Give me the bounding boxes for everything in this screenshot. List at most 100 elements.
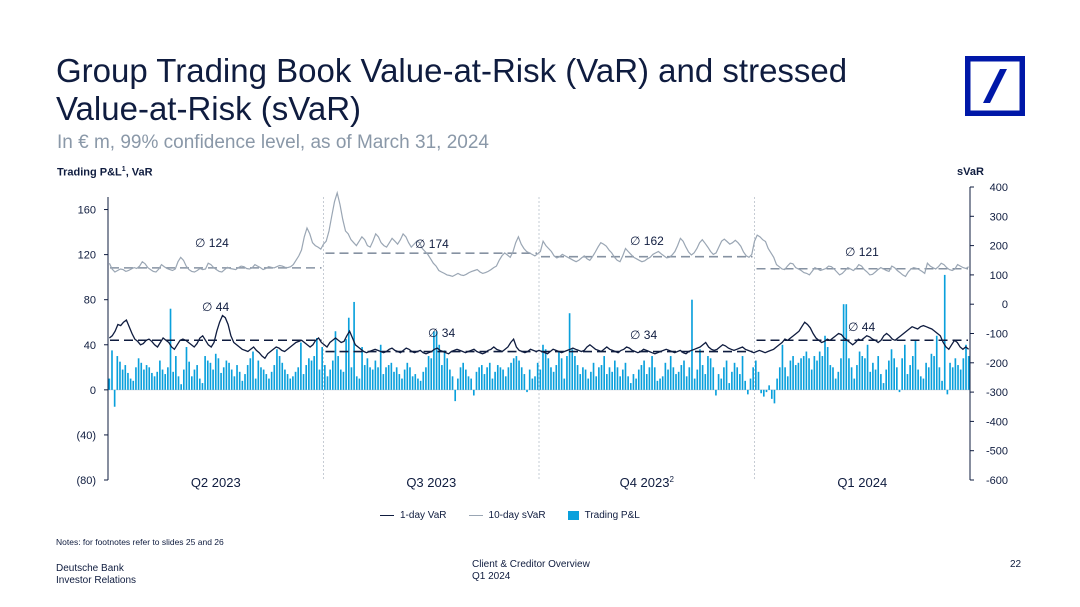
pnl-bar xyxy=(946,389,949,395)
pnl-bar xyxy=(262,369,265,390)
pnl-bar xyxy=(153,376,156,390)
pnl-bar xyxy=(451,376,454,390)
pnl-bar xyxy=(387,365,390,390)
pnl-bar xyxy=(140,362,143,390)
pnl-bar xyxy=(898,389,901,393)
pnl-bar xyxy=(810,369,813,390)
pnl-bar xyxy=(590,371,592,390)
svar-average-label: ∅ 124 xyxy=(195,236,229,250)
pnl-bar xyxy=(270,371,273,390)
pnl-bar xyxy=(350,367,353,390)
pnl-bar xyxy=(462,362,465,390)
var-line xyxy=(108,314,970,360)
pnl-bar xyxy=(909,365,911,390)
pnl-bar xyxy=(805,351,808,390)
svar-line xyxy=(108,190,969,278)
pnl-bar xyxy=(467,376,470,390)
pnl-bar xyxy=(257,360,260,390)
pnl-bar xyxy=(619,376,621,390)
pnl-bar xyxy=(595,376,598,390)
footer-doc-period: Q1 2024 xyxy=(472,571,511,582)
pnl-bar xyxy=(853,378,856,390)
pnl-bar xyxy=(499,367,502,390)
pnl-bar xyxy=(148,367,151,390)
pnl-bar xyxy=(840,358,842,390)
legend-swatch-var xyxy=(380,515,394,516)
pnl-bar xyxy=(329,369,331,390)
pnl-bar xyxy=(903,344,906,390)
pnl-bar xyxy=(598,367,600,390)
quarter-label: Q1 2024 xyxy=(837,475,887,490)
pnl-bar xyxy=(621,369,624,390)
svar-average-label: ∅ 162 xyxy=(630,234,664,248)
pnl-bar xyxy=(265,374,268,390)
svar-average-label: ∅ 121 xyxy=(845,245,879,259)
pnl-bar xyxy=(116,356,119,390)
pnl-bar xyxy=(693,378,696,390)
page-subtitle: In € m, 99% confidence level, as of Marc… xyxy=(57,132,489,153)
pnl-bar xyxy=(334,331,337,390)
pnl-bar xyxy=(411,376,414,390)
pnl-bar xyxy=(119,361,121,390)
footer-doc-title: Client & Creditor Overview xyxy=(472,559,590,570)
pnl-bar xyxy=(757,371,760,390)
pnl-bar xyxy=(539,369,542,390)
pnl-bar xyxy=(212,369,214,390)
pnl-bar xyxy=(422,371,425,390)
pnl-bar xyxy=(959,369,962,390)
footer-document: Client & Creditor Overview Q1 2024 xyxy=(472,559,590,583)
pnl-bar xyxy=(683,360,685,390)
pnl-bar xyxy=(401,378,403,390)
pnl-bar xyxy=(145,365,148,390)
deutsche-bank-logo xyxy=(965,56,1025,116)
pnl-bar xyxy=(300,342,302,390)
pnl-bar xyxy=(603,356,606,390)
pnl-bar xyxy=(129,378,132,390)
pnl-bar xyxy=(967,356,970,390)
pnl-bar xyxy=(704,374,707,390)
pnl-bar xyxy=(369,367,371,390)
pnl-bar xyxy=(446,358,449,390)
pnl-bar xyxy=(949,362,951,390)
pnl-bar xyxy=(661,376,664,390)
pnl-bar xyxy=(137,358,140,390)
right-axis-tick-label: -300 xyxy=(986,387,1008,399)
pnl-bar xyxy=(869,371,872,390)
pnl-bar xyxy=(286,374,289,390)
pnl-bar xyxy=(459,367,462,390)
pnl-bar xyxy=(709,358,712,390)
pnl-bar xyxy=(316,338,318,390)
pnl-bar xyxy=(430,358,433,390)
svar-average-label: ∅ 174 xyxy=(415,237,449,251)
pnl-bar xyxy=(864,358,866,390)
pnl-bar xyxy=(858,351,861,390)
pnl-bar xyxy=(486,367,488,390)
pnl-bar xyxy=(342,371,345,390)
pnl-bar xyxy=(558,351,560,390)
left-axis-tick-label: 120 xyxy=(78,250,96,262)
pnl-bar xyxy=(672,367,675,390)
pnl-bar xyxy=(409,367,411,390)
right-axis-tick-label: 300 xyxy=(990,211,1008,223)
pnl-bar xyxy=(637,369,640,390)
pnl-bar xyxy=(318,369,321,390)
legend-swatch-pnl xyxy=(567,511,579,520)
pnl-bar xyxy=(829,365,832,390)
pnl-bar xyxy=(222,367,225,390)
pnl-bar xyxy=(196,365,198,390)
pnl-bar xyxy=(172,371,175,390)
pnl-bar xyxy=(403,369,406,390)
pnl-bar xyxy=(289,378,292,390)
pnl-bar xyxy=(542,344,544,390)
pnl-bar xyxy=(443,350,446,390)
pnl-bar xyxy=(770,389,773,399)
pnl-bar xyxy=(667,369,669,390)
pnl-bar xyxy=(233,376,236,390)
pnl-bar xyxy=(435,331,438,390)
pnl-bar xyxy=(520,367,523,390)
pnl-bar xyxy=(760,389,762,394)
pnl-bar xyxy=(688,367,691,390)
pnl-bar xyxy=(374,360,377,390)
pnl-bar xyxy=(339,369,342,390)
pnl-bar xyxy=(789,360,792,390)
